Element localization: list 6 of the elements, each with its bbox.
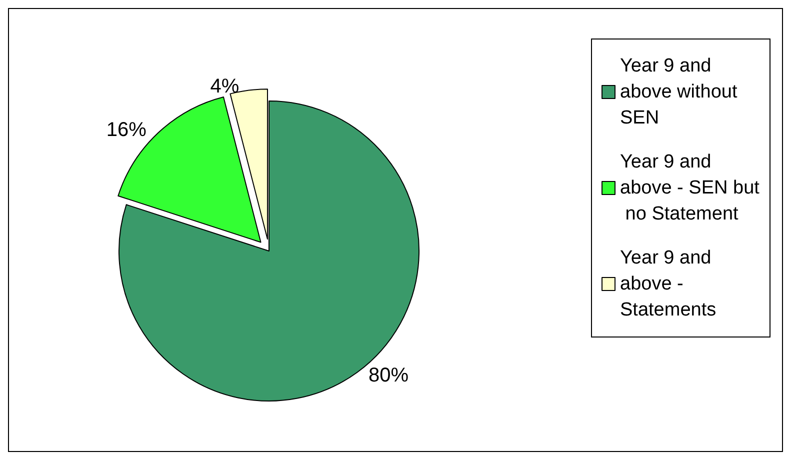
legend-label: Year 9 and above - SEN but no Statement — [620, 152, 760, 224]
data-label: 4% — [210, 75, 240, 98]
data-label: 80% — [368, 364, 409, 387]
legend-label: Year 9 and above without SEN — [620, 56, 743, 128]
data-label: 16% — [106, 118, 147, 141]
legend-label: Year 9 and above - Statements — [620, 248, 716, 320]
